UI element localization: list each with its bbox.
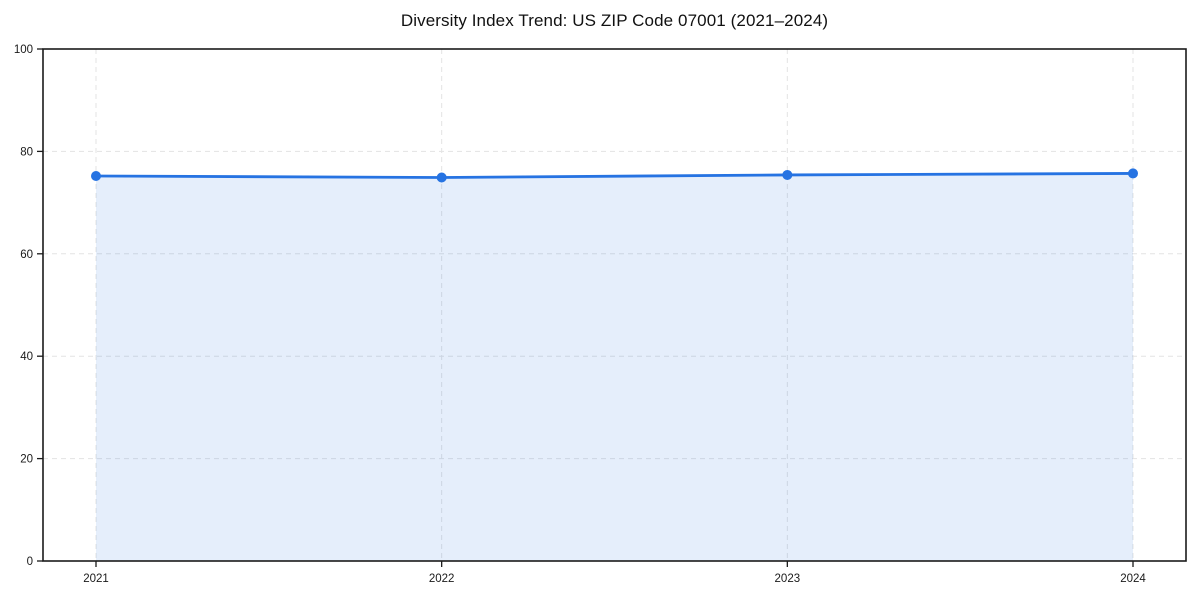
trend-line — [94, 172, 1135, 179]
y-axis-tick-label: 40 — [20, 351, 33, 363]
x-axis-tick-label: 2021 — [83, 573, 109, 585]
y-axis-tick-label: 60 — [20, 249, 33, 261]
y-axis-tick-label: 100 — [14, 44, 33, 56]
x-axis-tick-label: 2024 — [1120, 573, 1146, 585]
x-axis-tick-label: 2022 — [429, 573, 455, 585]
plot-area — [43, 49, 1186, 561]
data-point-marker — [1128, 168, 1138, 179]
y-axis-tick-label: 0 — [27, 556, 33, 568]
data-point-marker — [436, 172, 447, 183]
plot-border — [42, 48, 1187, 562]
y-axis-tick-label: 80 — [20, 146, 33, 158]
y-axis-tick-label: 20 — [20, 454, 33, 466]
area-fill — [96, 173, 1133, 561]
x-axis-tick-label: 2023 — [775, 573, 801, 585]
data-point-marker — [91, 170, 101, 181]
data-point-marker — [782, 169, 793, 180]
chart-title: Diversity Index Trend: US ZIP Code 07001… — [400, 11, 829, 30]
